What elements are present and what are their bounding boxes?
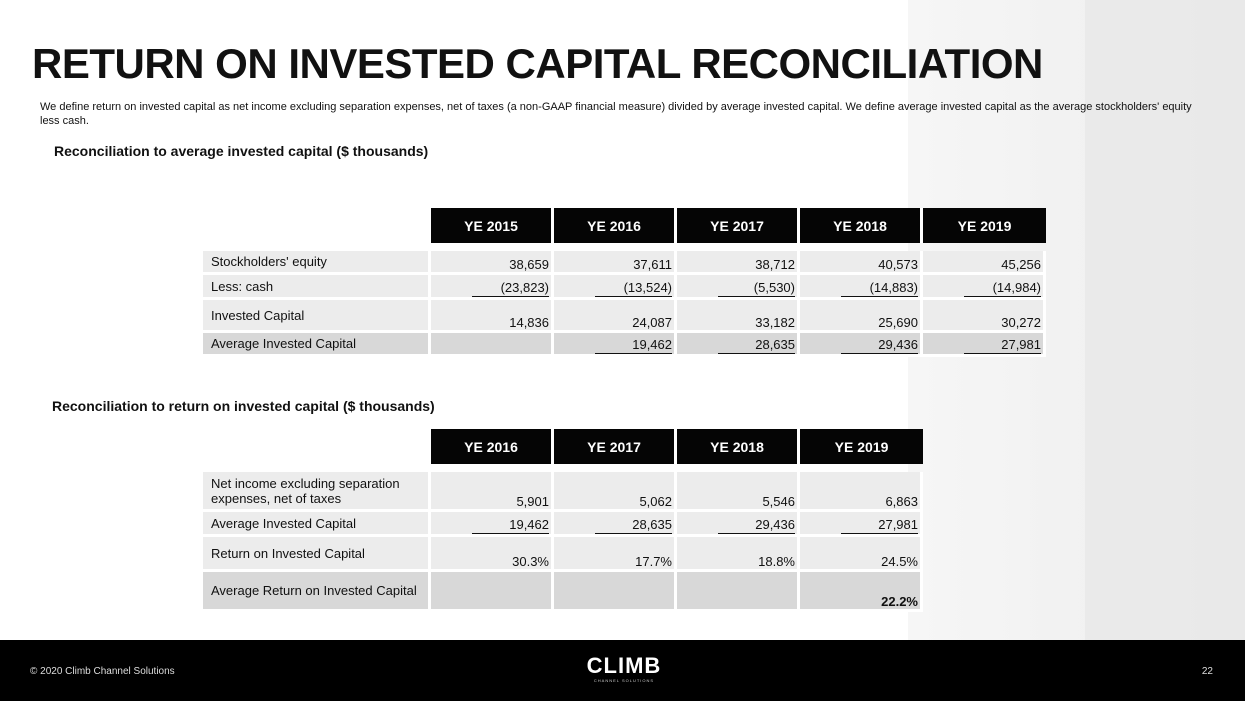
cell-value: 6,863 (800, 472, 923, 512)
table-row: Average Invested Capital 19,462 28,635 2… (203, 512, 923, 537)
table-row: Return on Invested Capital 30.3% 17.7% 1… (203, 537, 923, 572)
footer-bar: © 2020 Climb Channel Solutions CLIMB CHA… (0, 640, 1245, 701)
col-header-ye2018: YE 2018 (677, 429, 800, 464)
cell-value: 24,087 (554, 300, 677, 333)
climb-logo: CLIMB CHANNEL SOLUTIONS (582, 653, 666, 684)
intro-text: We define return on invested capital as … (40, 101, 1192, 127)
cell-value (431, 333, 554, 357)
cell-value: 19,462 (472, 517, 549, 534)
col-header-ye2016: YE 2016 (554, 208, 677, 243)
cell-value: 5,062 (554, 472, 677, 512)
copyright-text: © 2020 Climb Channel Solutions (30, 666, 175, 677)
cell-value: 28,635 (718, 337, 795, 354)
cell-value (677, 572, 800, 612)
cell-value: 37,611 (554, 251, 677, 275)
cell-value-average-roic: 22.2% (800, 572, 923, 612)
cell-value: 14,836 (431, 300, 554, 333)
cell-value: 17.7% (554, 537, 677, 572)
row-label-stockholders-equity: Stockholders' equity (203, 251, 431, 275)
col-header-ye2019: YE 2019 (800, 429, 923, 464)
table-row: Stockholders' equity 38,659 37,611 38,71… (203, 251, 1046, 275)
table-header-row: YE 2016 YE 2017 YE 2018 YE 2019 (203, 429, 923, 464)
row-label-average-invested-capital: Average Invested Capital (203, 333, 431, 357)
table-row: Less: cash (23,823) (13,524) (5,530) (14… (203, 275, 1046, 300)
section1-title: Reconciliation to average invested capit… (54, 143, 429, 159)
cell-value (431, 572, 554, 612)
cell-value: 30.3% (431, 537, 554, 572)
avg-invested-capital-table: YE 2015 YE 2016 YE 2017 YE 2018 YE 2019 … (203, 208, 1046, 357)
cell-value: 33,182 (677, 300, 800, 333)
cell-value: 28,635 (595, 517, 672, 534)
row-label-average-return: Average Return on Invested Capital (203, 572, 431, 612)
cell-value: 24.5% (800, 537, 923, 572)
col-header-ye2015: YE 2015 (431, 208, 554, 243)
cell-value (554, 572, 677, 612)
cell-value: (14,984) (964, 280, 1041, 297)
cell-value: 5,901 (431, 472, 554, 512)
cell-value: 38,712 (677, 251, 800, 275)
table-row: Average Return on Invested Capital 22.2% (203, 572, 923, 612)
row-label-less-cash: Less: cash (203, 275, 431, 300)
cell-value: 27,981 (841, 517, 918, 534)
cell-value: 25,690 (800, 300, 923, 333)
row-label-invested-capital: Invested Capital (203, 300, 431, 333)
col-header-ye2017: YE 2017 (554, 429, 677, 464)
section2-title: Reconciliation to return on invested cap… (52, 398, 435, 414)
logo-wordmark: CLIMB (586, 653, 662, 678)
cell-value: (23,823) (472, 280, 549, 297)
table-row: Invested Capital 14,836 24,087 33,182 25… (203, 300, 1046, 333)
cell-value: (14,883) (841, 280, 918, 297)
roic-table: YE 2016 YE 2017 YE 2018 YE 2019 Net inco… (203, 429, 923, 612)
col-header-ye2016: YE 2016 (431, 429, 554, 464)
header-blank (203, 208, 431, 243)
logo-subtitle: CHANNEL SOLUTIONS (593, 678, 655, 683)
table-row: Average Invested Capital 19,462 28,635 2… (203, 333, 1046, 357)
row-label-net-income: Net income excluding separation expenses… (203, 472, 431, 512)
col-header-ye2019: YE 2019 (923, 208, 1046, 243)
background-panel-accent (1085, 0, 1245, 640)
cell-value: 5,546 (677, 472, 800, 512)
table-header-row: YE 2015 YE 2016 YE 2017 YE 2018 YE 2019 (203, 208, 1046, 243)
cell-value: 40,573 (800, 251, 923, 275)
page-title: RETURN ON INVESTED CAPITAL RECONCILIATIO… (32, 40, 1043, 87)
cell-value: 27,981 (964, 337, 1041, 354)
cell-value: 45,256 (923, 251, 1046, 275)
row-label-average-invested-capital: Average Invested Capital (203, 512, 431, 537)
header-blank (203, 429, 431, 464)
col-header-ye2018: YE 2018 (800, 208, 923, 243)
cell-value: 30,272 (923, 300, 1046, 333)
cell-value: 38,659 (431, 251, 554, 275)
table-row: Net income excluding separation expenses… (203, 472, 923, 512)
cell-value: (5,530) (718, 280, 795, 297)
cell-value: 18.8% (677, 537, 800, 572)
page-number: 22 (1201, 666, 1213, 677)
cell-value: (13,524) (595, 280, 672, 297)
cell-value: 19,462 (595, 337, 672, 354)
col-header-ye2017: YE 2017 (677, 208, 800, 243)
row-label-return-on-invested-capital: Return on Invested Capital (203, 537, 431, 572)
cell-value: 29,436 (718, 517, 795, 534)
cell-value: 29,436 (841, 337, 918, 354)
